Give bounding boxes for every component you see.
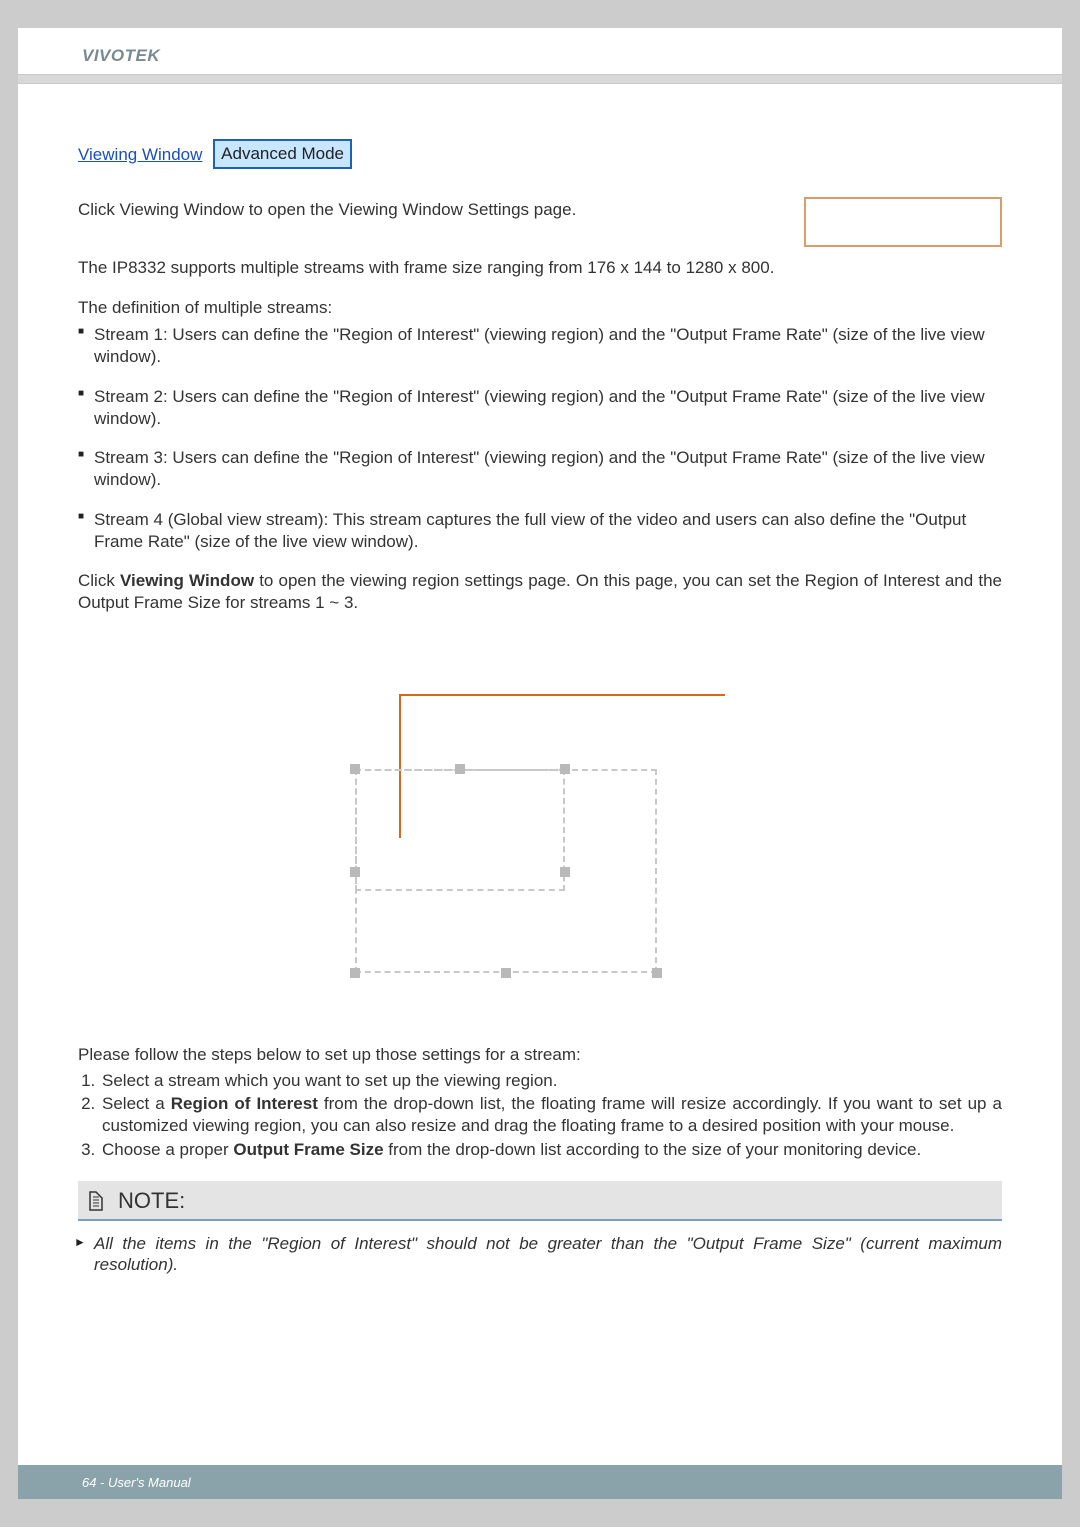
step-bold: Output Frame Size [233, 1140, 383, 1159]
stream-item: Stream 2: Users can define the "Region o… [78, 386, 1002, 430]
note-header: NOTE: [78, 1181, 1002, 1221]
resize-handle [652, 968, 662, 978]
brand-label: VIVOTEK [82, 46, 160, 66]
page-content: Viewing Window Advanced Mode Click Viewi… [18, 84, 1062, 1276]
text: Select a [102, 1094, 171, 1113]
intro-text: Click Viewing Window to open the Viewing… [78, 197, 576, 221]
diagram-inner-dashed [355, 769, 565, 891]
screenshot-placeholder [804, 197, 1002, 247]
resize-handle [560, 867, 570, 877]
resize-handle [560, 764, 570, 774]
text: Click [78, 571, 120, 590]
page-footer: 64 - User's Manual [18, 1465, 1062, 1499]
steps-list: Select a stream which you want to set up… [78, 1070, 1002, 1161]
resize-handle [350, 968, 360, 978]
stream-item: Stream 4 (Global view stream): This stre… [78, 509, 1002, 553]
step-item: Select a stream which you want to set up… [100, 1070, 1002, 1092]
advanced-mode-badge: Advanced Mode [213, 139, 352, 169]
stream-list: Stream 1: Users can define the "Region o… [78, 324, 1002, 552]
note-block: NOTE: All the items in the "Region of In… [78, 1181, 1002, 1277]
document-page: VIVOTEK Viewing Window Advanced Mode Cli… [18, 28, 1062, 1499]
text: Select a stream which you want to set up… [102, 1071, 557, 1090]
section-heading: Viewing Window Advanced Mode [78, 139, 1002, 169]
header-divider [18, 74, 1062, 84]
resize-handle [350, 764, 360, 774]
viewing-window-bold: Viewing Window [120, 571, 254, 590]
step-item: Select a Region of Interest from the dro… [100, 1093, 1002, 1137]
resize-handle [501, 968, 511, 978]
diagram-wrap [78, 694, 1002, 994]
step-bold: Region of Interest [171, 1094, 318, 1113]
step-item: Choose a proper Output Frame Size from t… [100, 1139, 1002, 1161]
support-text: The IP8332 supports multiple streams wit… [78, 257, 1002, 279]
text: Choose a proper [102, 1140, 233, 1159]
viewing-window-link[interactable]: Viewing Window [78, 145, 202, 164]
region-diagram [355, 694, 725, 994]
text: from the drop-down list according to the… [384, 1140, 922, 1159]
steps-intro: Please follow the steps below to set up … [78, 1044, 1002, 1066]
intro-row: Click Viewing Window to open the Viewing… [78, 197, 1002, 247]
note-body: All the items in the "Region of Interest… [78, 1233, 1002, 1277]
definition-heading: The definition of multiple streams: [78, 297, 1002, 319]
diagram-frame-top [399, 694, 725, 696]
stream-item: Stream 1: Users can define the "Region o… [78, 324, 1002, 368]
footer-text: 64 - User's Manual [82, 1475, 191, 1490]
note-title: NOTE: [118, 1187, 185, 1215]
stream-item: Stream 3: Users can define the "Region o… [78, 447, 1002, 491]
viewing-paragraph: Click Viewing Window to open the viewing… [78, 570, 1002, 614]
page-header: VIVOTEK [18, 28, 1062, 74]
note-icon [84, 1189, 108, 1213]
resize-handle [455, 764, 465, 774]
resize-handle [350, 867, 360, 877]
